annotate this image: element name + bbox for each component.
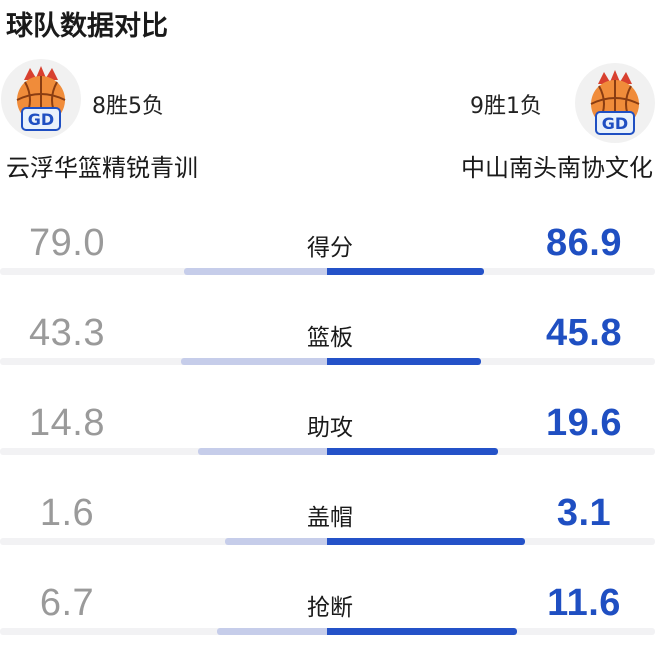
stat-left-value: 6.7 bbox=[39, 582, 95, 624]
stat-bar-left bbox=[224, 538, 327, 545]
basketball-crest-icon: GD bbox=[575, 63, 655, 143]
page-title: 球队数据对比 bbox=[6, 11, 168, 42]
logo-text: GD bbox=[28, 110, 54, 129]
stat-label: 盖帽 bbox=[307, 505, 353, 531]
team-left-logo[interactable]: GD bbox=[0, 58, 82, 140]
stat-left-value: 79.0 bbox=[29, 222, 105, 264]
team-right-logo[interactable]: GD bbox=[574, 62, 656, 144]
stat-row-assists: 14.8 助攻 19.6 bbox=[0, 388, 661, 478]
stat-bar-right bbox=[327, 268, 485, 275]
stat-row-steals: 6.7 抢断 11.6 bbox=[0, 568, 661, 658]
team-right-record: 9胜1负 bbox=[470, 94, 542, 119]
logo-text: GD bbox=[602, 114, 628, 133]
team-left-name[interactable]: 云浮华篮精锐青训 bbox=[6, 154, 198, 182]
stat-label: 助攻 bbox=[307, 415, 353, 441]
stat-bar-left bbox=[181, 358, 327, 365]
stat-right-value: 45.8 bbox=[546, 312, 622, 354]
stat-bar-left bbox=[197, 448, 327, 455]
stat-label: 抢断 bbox=[307, 595, 353, 621]
stat-row-blocks: 1.6 盖帽 3.1 bbox=[0, 478, 661, 568]
stat-bar-left bbox=[184, 268, 327, 275]
team-left-record: 8胜5负 bbox=[92, 94, 164, 119]
stat-right-value: 11.6 bbox=[547, 582, 621, 624]
stat-row-points: 79.0 得分 86.9 bbox=[0, 208, 661, 298]
stat-left-value: 1.6 bbox=[39, 492, 95, 534]
stat-right-value: 19.6 bbox=[546, 402, 622, 444]
stat-bar-right bbox=[327, 628, 518, 635]
stat-label: 篮板 bbox=[307, 325, 353, 351]
stat-bar-right bbox=[327, 448, 498, 455]
stat-bar-right bbox=[327, 538, 525, 545]
stat-bar-right bbox=[327, 358, 482, 365]
stat-left-value: 14.8 bbox=[29, 402, 105, 444]
stat-row-rebounds: 43.3 篮板 45.8 bbox=[0, 298, 661, 388]
stat-label: 得分 bbox=[307, 235, 353, 261]
stat-left-value: 43.3 bbox=[29, 312, 105, 354]
team-right-name[interactable]: 中山南头南协文化 bbox=[461, 154, 653, 182]
basketball-crest-icon: GD bbox=[1, 59, 81, 139]
stat-bar-left bbox=[217, 628, 327, 635]
stat-right-value: 3.1 bbox=[556, 492, 612, 534]
stat-right-value: 86.9 bbox=[546, 222, 622, 264]
